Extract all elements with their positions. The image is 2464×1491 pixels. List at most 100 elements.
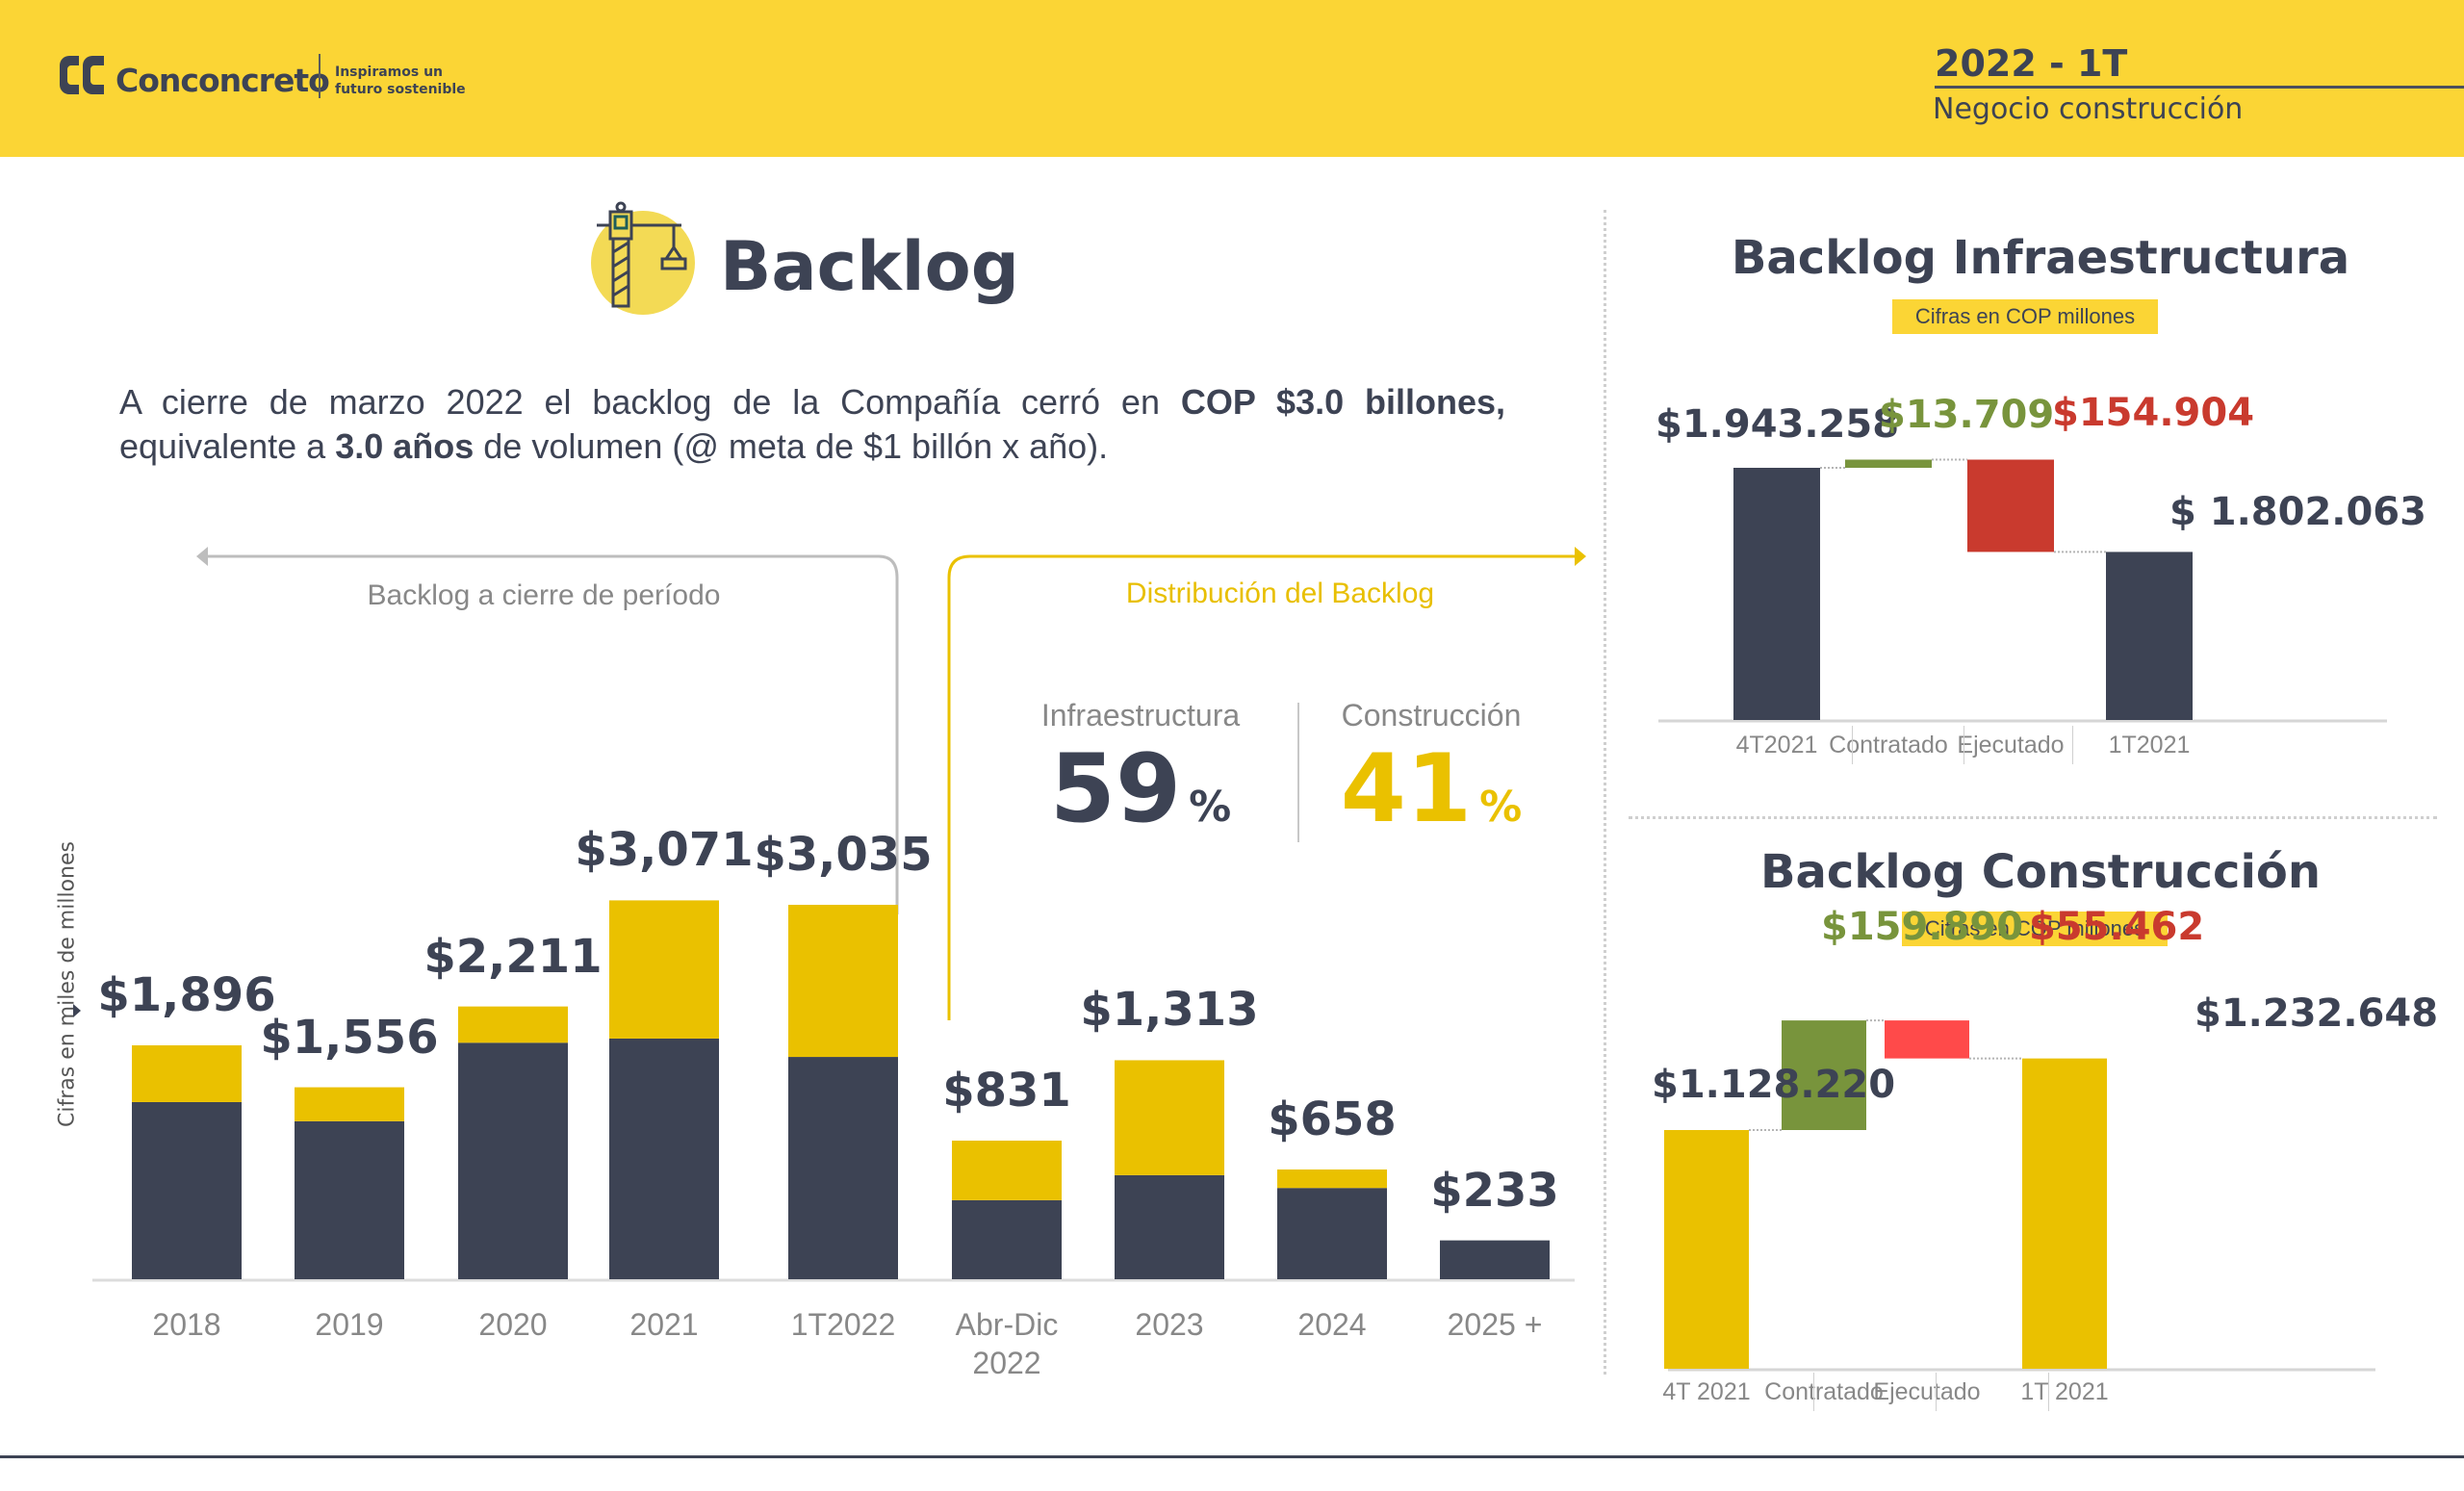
bar-total-label: $233 [1430, 1163, 1559, 1218]
x-tick-label: 2019 [263, 1305, 436, 1344]
x-tick-label: 1T 2021 [2020, 1378, 2109, 1405]
summary-paragraph: A cierre de marzo 2022 el backlog de la … [119, 380, 1505, 469]
x-tick-label: Contratado [1764, 1378, 1884, 1405]
construction-share-number: 41 [1340, 734, 1473, 844]
tick-separator [2072, 726, 2073, 764]
waterfall-bar-1t-2021 [2022, 1058, 2107, 1369]
x-tick-label: 1T2021 [2108, 732, 2191, 758]
x-tick-label: 4T 2021 [1662, 1378, 1751, 1405]
waterfall-bar-contratado [1782, 1020, 1866, 1130]
bar-segment-infraestructura [132, 1101, 242, 1279]
infra-share-label: Infraestructura [1040, 698, 1241, 733]
x-tick-line: 2020 [478, 1307, 548, 1342]
x-tick-line: 2019 [315, 1307, 384, 1342]
bar-total-label: $2,211 [424, 929, 603, 984]
bar-segment-construccion [609, 900, 719, 1039]
x-tick-line: Abr-Dic [955, 1307, 1059, 1342]
waterfall-value-label: $159.890 [1821, 905, 2024, 950]
x-tick-label: 2023 [1083, 1305, 1256, 1344]
construction-share-value: 41% [1301, 741, 1561, 856]
bar-total-label: $658 [1268, 1092, 1397, 1146]
bar-segment-infraestructura [458, 1042, 568, 1279]
bar-segment-construccion [952, 1141, 1062, 1200]
pointer-arrow-icon [73, 1004, 81, 1017]
bar-total-label: $1,896 [97, 968, 276, 1022]
bar-segment-construccion [788, 905, 898, 1058]
construction-share-label: Construcción [1341, 698, 1522, 733]
tick-separator [1813, 1373, 1814, 1411]
bar-segment-construccion [1277, 1169, 1387, 1189]
arrow-right-icon [1575, 547, 1586, 566]
bar-segment-construccion [458, 1006, 568, 1043]
bar-segment-infraestructura [295, 1120, 404, 1279]
infra-share-value: 59% [1001, 741, 1280, 856]
x-tick-label: Contratado [1829, 732, 1948, 758]
page-title: Backlog [720, 227, 1019, 306]
period-underline [1935, 86, 2464, 89]
summary-text-1: A cierre de marzo 2022 el backlog de la … [119, 382, 1181, 422]
x-tick-line: 2023 [1135, 1307, 1204, 1342]
bar-segment-infraestructura [788, 1057, 898, 1279]
arrow-left-icon [196, 547, 208, 566]
x-tick-line: 2018 [152, 1307, 221, 1342]
x-tick-label: 2025 + [1408, 1305, 1581, 1344]
waterfall-value-label: $1.943.258 [1656, 402, 1900, 447]
x-tick-label: Ejecutado [1957, 732, 2065, 758]
summary-text-2: equivalente a [119, 426, 336, 466]
x-tick-line: 2024 [1297, 1307, 1367, 1342]
x-tick-label: 2020 [426, 1305, 600, 1344]
section-label-distribution: Distribución del Backlog [1125, 578, 1435, 609]
bar-segment-infraestructura [609, 1038, 719, 1279]
waterfall-bar-ejecutado [1967, 459, 2054, 553]
waterfall-bar-ejecutado [1885, 1020, 1969, 1059]
x-tick-label: 2021 [578, 1305, 751, 1344]
waterfall-value-label: $13.709 [1879, 392, 2055, 437]
header-banner [0, 0, 2464, 157]
summary-text-3: de volumen (@ meta de $1 billón x año). [474, 426, 1109, 466]
infra-share-number: 59 [1049, 734, 1182, 844]
bar-segment-construccion [295, 1087, 404, 1121]
bar-segment-infraestructura [952, 1199, 1062, 1279]
x-tick-label: 1T2022 [757, 1305, 930, 1344]
infra-chart-title: Backlog Infraestructura [1731, 231, 2350, 285]
summary-highlight-amount: COP $3.0 billones, [1180, 382, 1505, 422]
x-tick-label: 2024 [1245, 1305, 1419, 1344]
business-label: Negocio construcción [1933, 92, 2244, 126]
section-divider [1629, 816, 2437, 819]
logo-divider [319, 54, 321, 98]
distribution-divider [1297, 703, 1299, 842]
period-label: 2022 - 1T [1935, 42, 2128, 85]
x-tick-line: 2022 [972, 1346, 1041, 1380]
x-tick-label: 4T2021 [1735, 732, 1818, 758]
construction-chart-title: Backlog Construcción [1759, 845, 2322, 899]
tagline: Inspiramos un futuro sostenible [335, 64, 466, 98]
waterfall-bar-4t2021 [1733, 468, 1820, 720]
bar-total-label: $831 [942, 1064, 1071, 1118]
tagline-line-2: futuro sostenible [335, 82, 466, 97]
waterfall-value-label: $55.462 [2029, 905, 2205, 950]
bar-segment-infraestructura [1440, 1240, 1550, 1279]
summary-highlight-years: 3.0 años [335, 426, 475, 466]
right-bracket [947, 547, 1586, 1020]
bar-total-label: $3,071 [575, 823, 754, 878]
waterfall-value-label: $154.904 [2052, 390, 2255, 435]
waterfall-value-label: $1.232.648 [2194, 990, 2439, 1036]
bar-segment-infraestructura [1115, 1174, 1224, 1279]
x-tick-line: 2025 + [1447, 1307, 1543, 1342]
x-tick-label: Ejecutado [1873, 1378, 1981, 1405]
brand-name: Conconcreto [116, 62, 330, 99]
x-tick-line: 1T2022 [790, 1307, 896, 1342]
tick-separator [1852, 726, 1853, 764]
tick-separator [2048, 1373, 2049, 1411]
bar-segment-construccion [1115, 1060, 1224, 1175]
construction-units-badge: Cifras en COP millones [1902, 912, 2168, 946]
footer-rule [0, 1455, 2464, 1458]
bar-total-label: $1,556 [260, 1010, 439, 1065]
bar-total-label: $3,035 [754, 828, 933, 883]
crane-icon [591, 201, 695, 315]
construction-percent-sign: % [1479, 783, 1523, 832]
left-bracket [196, 547, 899, 914]
tagline-line-1: Inspiramos un [335, 64, 444, 80]
